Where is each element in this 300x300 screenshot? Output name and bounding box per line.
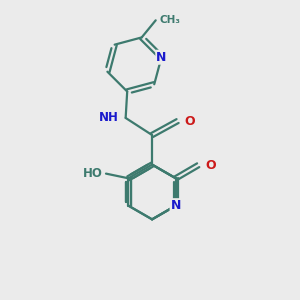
Text: N: N xyxy=(171,199,181,212)
Text: O: O xyxy=(184,115,195,128)
Text: N: N xyxy=(156,51,167,64)
Text: NH: NH xyxy=(99,111,119,124)
Text: O: O xyxy=(205,159,216,172)
Text: CH₃: CH₃ xyxy=(159,15,180,25)
Text: HO: HO xyxy=(83,167,103,180)
